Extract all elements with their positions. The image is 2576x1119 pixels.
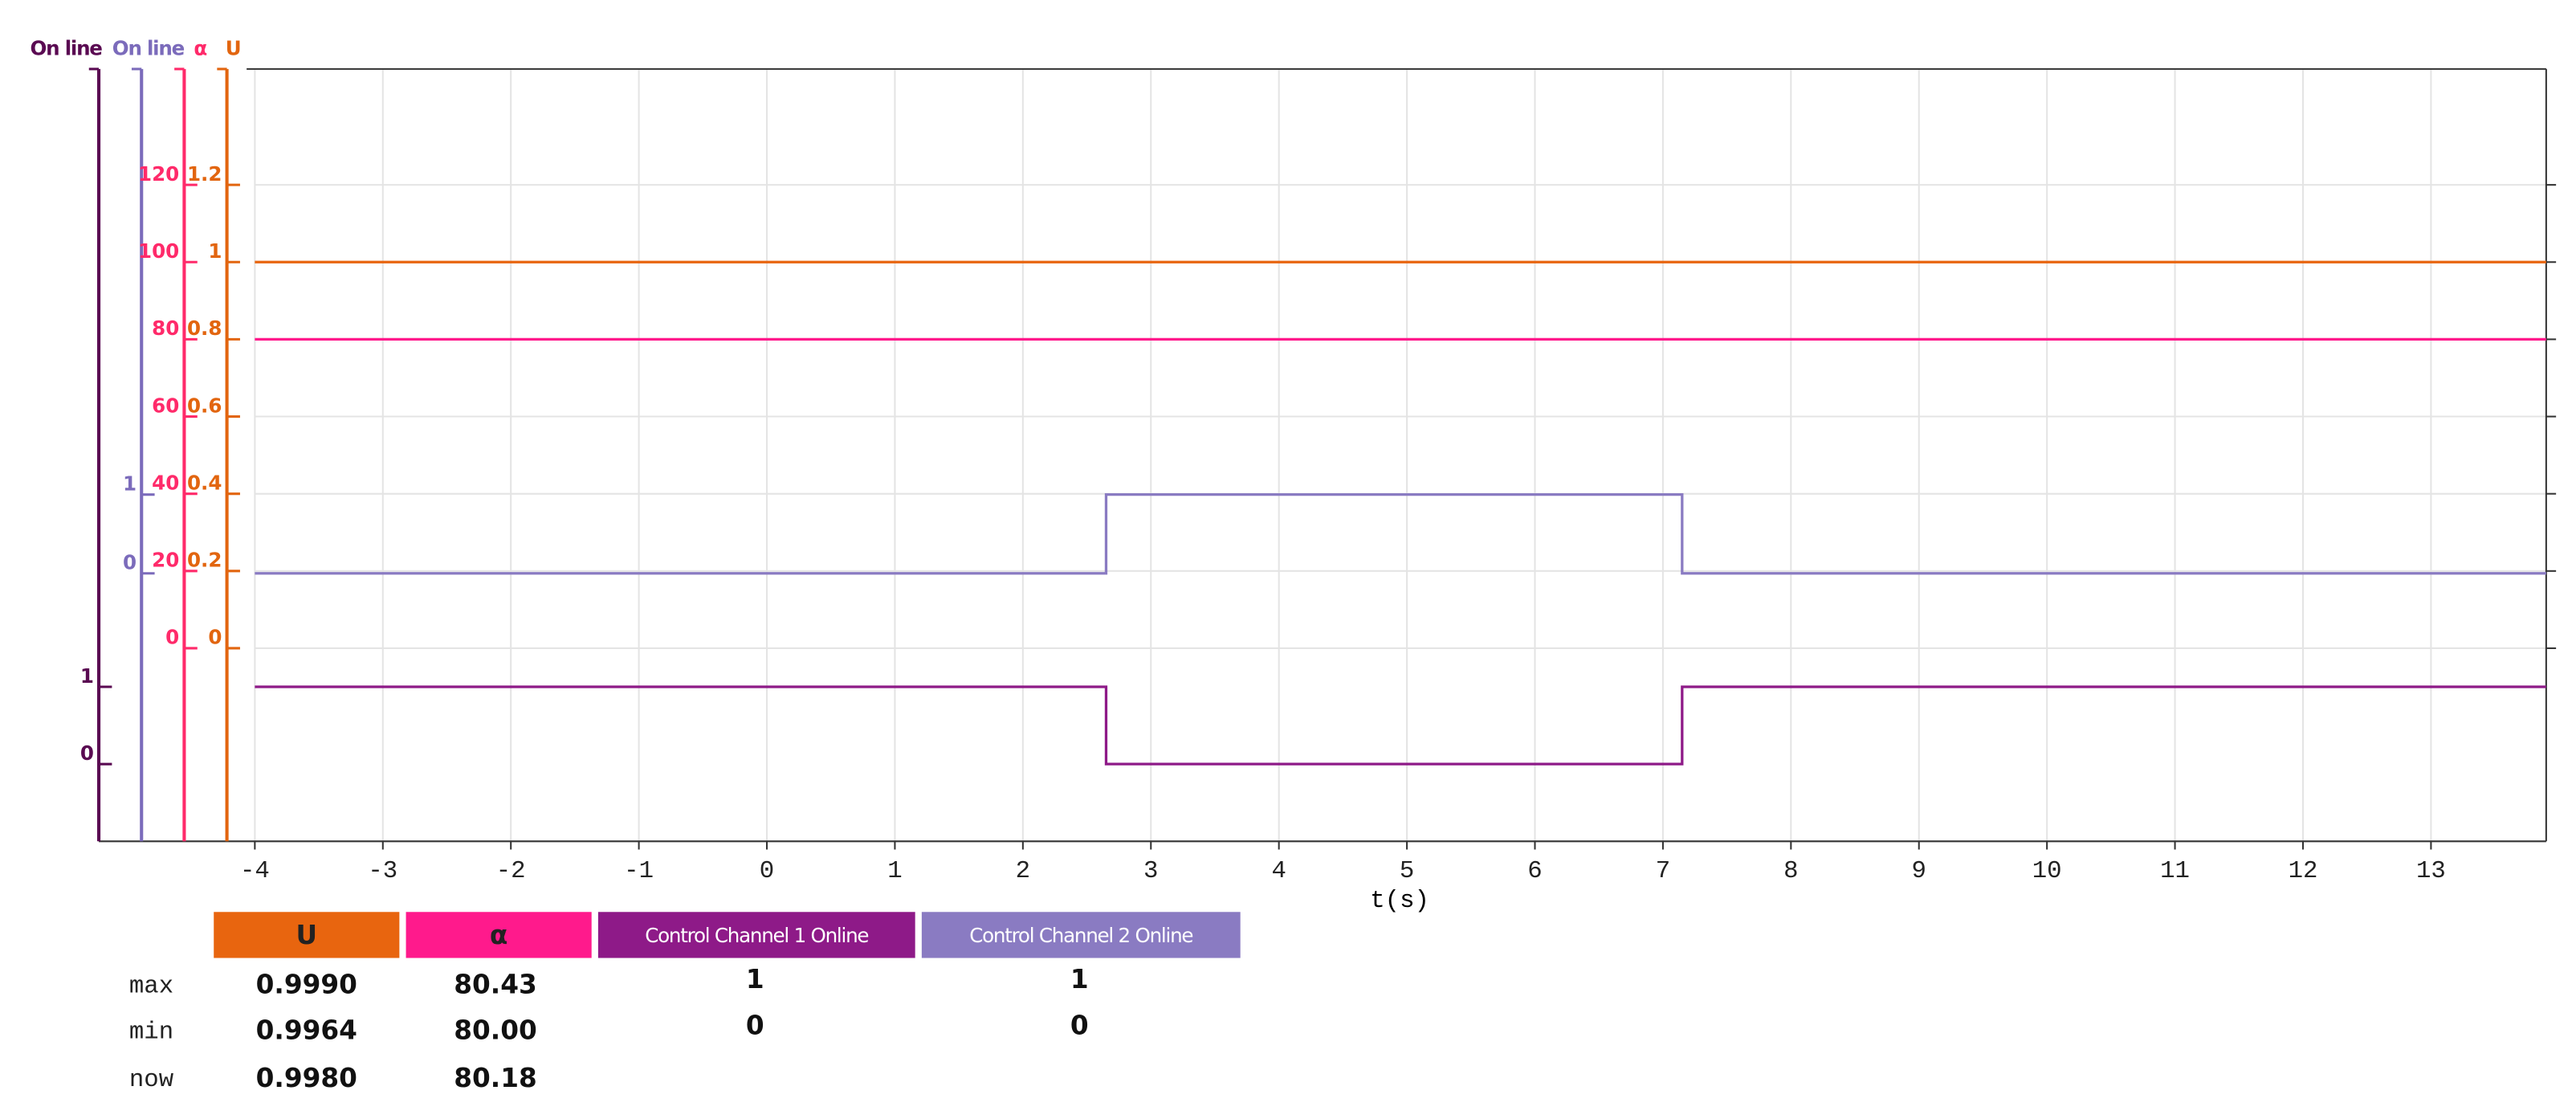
x-tick-label: 12 (2289, 857, 2318, 885)
y-tick-label: 0.2 (187, 549, 222, 572)
y-tick-label: 120 (138, 162, 179, 186)
y-axis-title: On line (112, 36, 185, 59)
legend-cell (597, 912, 915, 958)
y-axis-title: On line (31, 36, 103, 59)
row-label: min (129, 1019, 173, 1047)
y-axis-title: α (194, 36, 207, 59)
stat-value: 0 (1070, 1010, 1089, 1040)
stat-value: 0.9990 (256, 969, 357, 999)
legend-label: Control Channel 1 Online (645, 924, 868, 947)
y-tick-label: 0.4 (187, 471, 222, 494)
x-tick-label: 3 (1143, 857, 1158, 885)
x-tick-label: 13 (2416, 857, 2446, 885)
legend-cell (921, 912, 1241, 958)
y-tick-label: 60 (152, 394, 179, 417)
stat-value: 0.9980 (256, 1063, 357, 1093)
legend-cell (406, 912, 592, 958)
row-label: now (129, 1066, 174, 1094)
x-tick-label: 11 (2160, 857, 2190, 885)
y-tick-label: 20 (152, 549, 179, 572)
stat-value: 0.9964 (256, 1015, 357, 1046)
y-tick-label: 0 (208, 626, 222, 649)
y-tick-label: 80 (152, 317, 179, 340)
x-tick-label: 10 (2032, 857, 2062, 885)
y-tick-label: 0 (123, 550, 137, 574)
x-tick-label: -2 (496, 857, 526, 885)
x-tick-label: 5 (1400, 857, 1414, 885)
y-tick-label: 1 (123, 472, 137, 495)
x-tick-label: 6 (1527, 857, 1542, 885)
plot-area (255, 68, 2546, 842)
x-tick-label: -1 (624, 857, 654, 885)
stat-value: 1 (1070, 964, 1089, 994)
stat-value: 1 (746, 964, 764, 994)
x-tick-label: 2 (1016, 857, 1030, 885)
y-tick-label: 100 (138, 239, 179, 263)
x-tick-label: 0 (760, 857, 774, 885)
legend-label: Control Channel 2 Online (969, 924, 1192, 947)
stat-value: 80.18 (454, 1063, 537, 1093)
legend-cell (214, 912, 400, 958)
y-tick-label: 40 (152, 471, 179, 494)
y-tick-label: 0 (165, 626, 179, 649)
stat-value: 80.43 (454, 969, 537, 999)
x-tick-label: -3 (368, 857, 397, 885)
y-tick-label: 1 (80, 664, 94, 688)
stat-value: 80.00 (454, 1015, 537, 1046)
x-tick-label: 7 (1656, 857, 1670, 885)
y-tick-label: 0 (80, 741, 94, 765)
x-tick-label: -4 (240, 857, 270, 885)
y-tick-label: 1 (208, 239, 222, 263)
x-tick-label: 1 (887, 857, 902, 885)
x-tick-label: 8 (1783, 857, 1798, 885)
y-tick-label: 0.8 (187, 317, 222, 340)
x-tick-label: 4 (1271, 857, 1286, 885)
row-label: max (129, 972, 173, 1000)
y-tick-label: 1.2 (187, 162, 222, 186)
x-tick-label: 9 (1912, 857, 1926, 885)
legend-label: α (490, 920, 507, 950)
series-line (255, 493, 2546, 575)
series-line (255, 685, 2546, 766)
stat-value: 0 (746, 1010, 764, 1040)
y-axis-title: U (226, 36, 242, 59)
x-axis-label: t(s) (1370, 887, 1429, 915)
y-tick-label: 0.6 (187, 394, 222, 417)
legend-label: U (296, 920, 318, 950)
